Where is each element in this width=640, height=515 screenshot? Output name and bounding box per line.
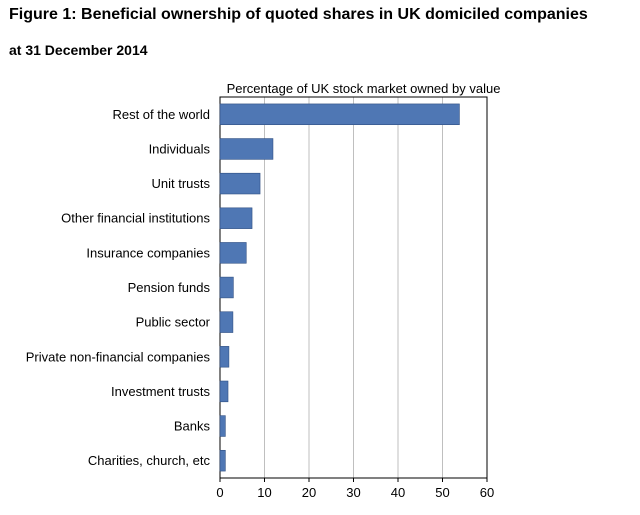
chart-title: Percentage of UK stock market owned by v…	[227, 81, 501, 96]
category-label: Public sector	[136, 315, 211, 330]
bars	[219, 103, 460, 472]
x-tick-label: 30	[346, 485, 360, 500]
category-label: Private non-financial companies	[26, 349, 211, 364]
bar-individuals	[219, 138, 274, 160]
x-tick-label: 50	[435, 485, 449, 500]
category-label: Individuals	[149, 141, 211, 156]
bar-charities-church-etc	[219, 449, 226, 472]
category-label: Charities, church, etc	[88, 453, 211, 468]
category-label: Rest of the world	[112, 107, 210, 122]
bar-other-financial-institutions	[219, 207, 253, 229]
category-label: Unit trusts	[151, 176, 210, 191]
x-axis-ticks: 0 10 20 30 40 50 60	[216, 478, 494, 500]
category-label: Banks	[174, 419, 211, 434]
category-labels: Rest of the world Individuals Unit trusts O…	[26, 107, 211, 468]
bar-rest-of-the-world	[219, 103, 460, 126]
x-tick-label: 60	[480, 485, 494, 500]
category-label: Pension funds	[128, 280, 211, 295]
figure-title: Figure 1: Beneficial ownership of quoted…	[9, 6, 588, 23]
gridlines	[264, 97, 443, 478]
category-label: Insurance companies	[86, 245, 210, 260]
figure-subtitle: at 31 December 2014	[9, 42, 148, 58]
category-label: Other financial institutions	[61, 211, 210, 226]
x-tick-label: 40	[391, 485, 405, 500]
bar-private-non-financial-companies	[219, 346, 230, 368]
bar-public-sector	[219, 311, 234, 333]
bar-unit-trusts	[219, 172, 261, 195]
x-tick-label: 0	[216, 485, 223, 500]
bar-insurance-companies	[219, 242, 247, 264]
x-tick-label: 10	[257, 485, 271, 500]
bar-banks	[219, 415, 226, 437]
category-label: Investment trusts	[111, 384, 210, 399]
x-tick-label: 20	[302, 485, 316, 500]
bar-pension-funds	[219, 276, 234, 299]
bar-investment-trusts	[219, 380, 229, 403]
